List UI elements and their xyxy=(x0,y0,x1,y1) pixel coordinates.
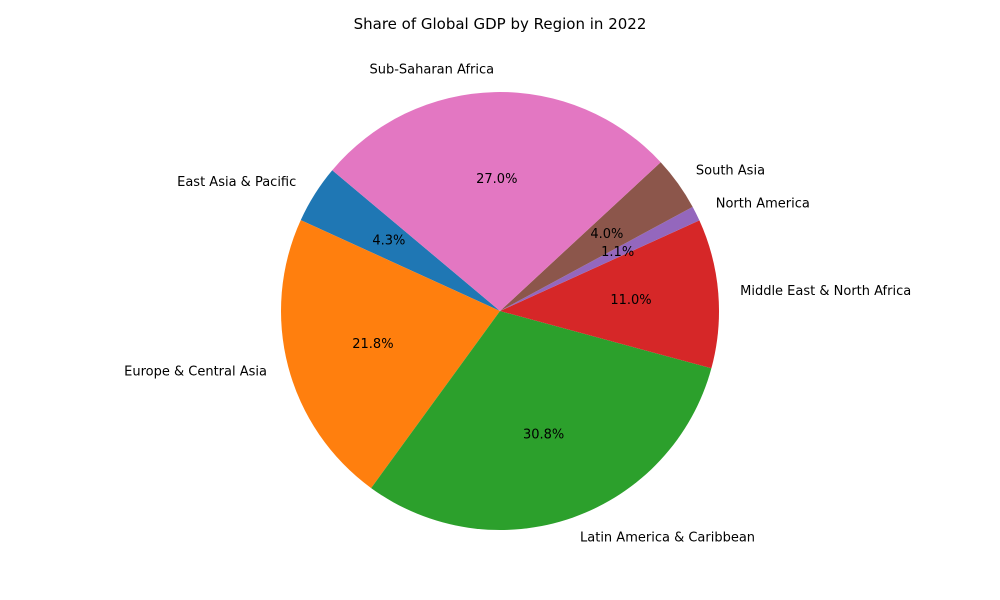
chart-title: Share of Global GDP by Region in 2022 xyxy=(354,15,647,33)
pie-slice-sub-saharan-africa xyxy=(332,91,661,311)
pie-slice-europe-and-central-asia xyxy=(281,220,500,489)
slice-percent-sub-saharan-africa: 27.0% xyxy=(476,172,517,187)
pie-slice-north-america xyxy=(500,206,700,311)
pie-slices xyxy=(281,91,720,530)
slice-percent-middle-east-and-north-africa: 11.0% xyxy=(610,293,651,308)
slice-label-middle-east-and-north-africa: Middle East & North Africa xyxy=(740,284,911,299)
pie-slice-latin-america-and-caribbean xyxy=(371,311,712,530)
slice-percent-south-asia: 4.0% xyxy=(590,227,623,242)
pie-slice-east-asia-and-pacific xyxy=(300,170,500,311)
slice-percent-north-america: 1.1% xyxy=(601,245,634,260)
pie-slice-middle-east-and-north-africa xyxy=(500,220,720,369)
slice-percent-east-asia-and-pacific: 4.3% xyxy=(372,233,405,248)
pie-slice-south-asia xyxy=(500,162,693,311)
slice-label-sub-saharan-africa: Sub-Saharan Africa xyxy=(369,63,494,78)
slice-label-north-america: North America xyxy=(716,196,810,211)
slice-label-europe-and-central-asia: Europe & Central Asia xyxy=(124,365,267,380)
slice-percent-europe-and-central-asia: 21.8% xyxy=(352,337,393,352)
slice-label-south-asia: South Asia xyxy=(696,163,765,178)
slice-percent-latin-america-and-caribbean: 30.8% xyxy=(523,427,564,442)
pie-labels: East Asia & Pacific 4.3% Europe & Central … xyxy=(124,63,911,546)
slice-label-east-asia-and-pacific: East Asia & Pacific xyxy=(177,175,296,190)
slice-label-latin-america-and-caribbean: Latin America & Caribbean xyxy=(580,531,755,546)
